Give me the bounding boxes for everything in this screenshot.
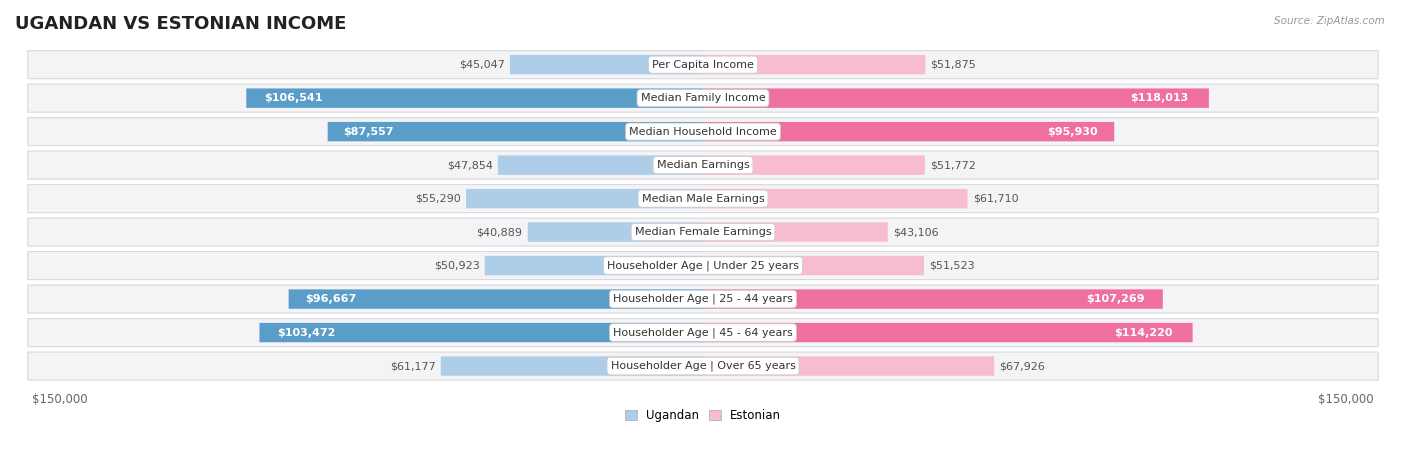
FancyBboxPatch shape (703, 156, 925, 175)
FancyBboxPatch shape (498, 156, 703, 175)
FancyBboxPatch shape (28, 84, 1378, 112)
Text: $51,875: $51,875 (931, 60, 976, 70)
Text: $51,523: $51,523 (929, 261, 974, 270)
Text: $51,772: $51,772 (931, 160, 976, 170)
FancyBboxPatch shape (703, 122, 1114, 142)
FancyBboxPatch shape (28, 252, 1378, 280)
Text: $67,926: $67,926 (1000, 361, 1045, 371)
FancyBboxPatch shape (703, 222, 887, 242)
Text: Per Capita Income: Per Capita Income (652, 60, 754, 70)
Text: $107,269: $107,269 (1085, 294, 1144, 304)
FancyBboxPatch shape (703, 55, 925, 74)
FancyBboxPatch shape (440, 356, 703, 376)
Text: Householder Age | Under 25 years: Householder Age | Under 25 years (607, 260, 799, 271)
FancyBboxPatch shape (328, 122, 703, 142)
FancyBboxPatch shape (28, 318, 1378, 347)
FancyBboxPatch shape (28, 50, 1378, 78)
Text: UGANDAN VS ESTONIAN INCOME: UGANDAN VS ESTONIAN INCOME (15, 15, 346, 33)
FancyBboxPatch shape (703, 189, 967, 208)
FancyBboxPatch shape (527, 222, 703, 242)
FancyBboxPatch shape (28, 352, 1378, 380)
FancyBboxPatch shape (246, 88, 703, 108)
FancyBboxPatch shape (28, 285, 1378, 313)
Text: $47,854: $47,854 (447, 160, 492, 170)
Text: $61,710: $61,710 (973, 194, 1018, 204)
Text: $114,220: $114,220 (1115, 327, 1173, 338)
Text: $45,047: $45,047 (458, 60, 505, 70)
Text: $43,106: $43,106 (893, 227, 939, 237)
Text: $118,013: $118,013 (1130, 93, 1188, 103)
Text: Median Earnings: Median Earnings (657, 160, 749, 170)
FancyBboxPatch shape (465, 189, 703, 208)
FancyBboxPatch shape (703, 323, 1192, 342)
Text: Source: ZipAtlas.com: Source: ZipAtlas.com (1274, 16, 1385, 26)
FancyBboxPatch shape (510, 55, 703, 74)
Text: $87,557: $87,557 (343, 127, 394, 137)
FancyBboxPatch shape (703, 356, 994, 376)
Text: Householder Age | Over 65 years: Householder Age | Over 65 years (610, 361, 796, 371)
Text: $95,930: $95,930 (1047, 127, 1098, 137)
FancyBboxPatch shape (703, 88, 1209, 108)
FancyBboxPatch shape (28, 184, 1378, 212)
Text: $50,923: $50,923 (434, 261, 479, 270)
Text: Median Household Income: Median Household Income (628, 127, 778, 137)
FancyBboxPatch shape (28, 118, 1378, 146)
Text: $96,667: $96,667 (305, 294, 357, 304)
Text: Householder Age | 25 - 44 years: Householder Age | 25 - 44 years (613, 294, 793, 304)
FancyBboxPatch shape (703, 256, 924, 275)
Text: $55,290: $55,290 (415, 194, 461, 204)
Text: Median Male Earnings: Median Male Earnings (641, 194, 765, 204)
FancyBboxPatch shape (260, 323, 703, 342)
Text: Median Female Earnings: Median Female Earnings (634, 227, 772, 237)
Text: $103,472: $103,472 (277, 327, 336, 338)
FancyBboxPatch shape (485, 256, 703, 275)
Text: Median Family Income: Median Family Income (641, 93, 765, 103)
Legend: Ugandan, Estonian: Ugandan, Estonian (620, 404, 786, 427)
FancyBboxPatch shape (28, 151, 1378, 179)
Text: $61,177: $61,177 (389, 361, 436, 371)
FancyBboxPatch shape (28, 218, 1378, 246)
FancyBboxPatch shape (288, 290, 703, 309)
Text: $40,889: $40,889 (477, 227, 523, 237)
Text: $106,541: $106,541 (264, 93, 323, 103)
FancyBboxPatch shape (703, 290, 1163, 309)
Text: Householder Age | 45 - 64 years: Householder Age | 45 - 64 years (613, 327, 793, 338)
